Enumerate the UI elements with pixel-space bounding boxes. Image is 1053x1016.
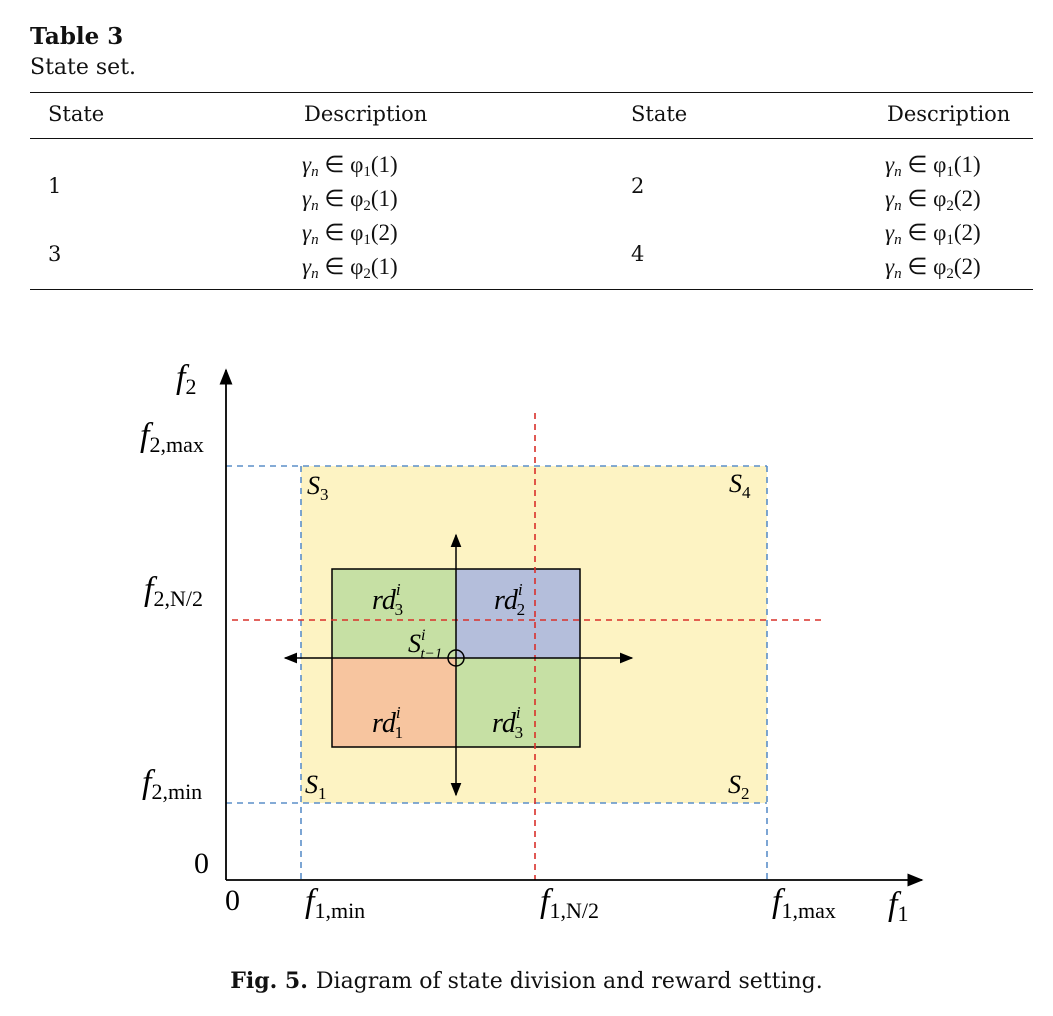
row1-description-b: γn ∈ φ1(1) γn ∈ φ2(2)	[885, 148, 981, 216]
row2-desc-b-line1: γn ∈ φ1(2)	[885, 220, 981, 248]
row1-description-a: γn ∈ φ1(1) γn ∈ φ2(1)	[302, 148, 398, 216]
region-label-s1: S1	[305, 770, 327, 803]
row1-state-b: 2	[631, 174, 645, 198]
x-tick-f1-half: f1,N/2	[540, 883, 599, 923]
reward-cell-bottom-right	[456, 658, 580, 747]
reward-cell-bottom-left	[332, 658, 456, 747]
y-tick-f2-min: f2,min	[142, 764, 202, 804]
reward-label-bottom-left: rdi 1	[372, 703, 403, 742]
table-caption: Table 3 State set.	[30, 22, 136, 83]
x-tick-f1-max: f1,max	[772, 883, 836, 923]
table-top-rule	[30, 92, 1033, 93]
table-label: Table 3	[30, 23, 124, 50]
y-tick-f2-half: f2,N/2	[144, 571, 203, 611]
region-label-s2: S2	[728, 770, 750, 803]
header-state-2: State	[631, 102, 688, 126]
current-state-label: Si t−1	[408, 627, 442, 662]
table-bottom-rule	[30, 289, 1033, 290]
row2-description-b: γn ∈ φ1(2) γn ∈ φ2(2)	[885, 216, 981, 284]
table-title: State set.	[30, 55, 137, 80]
row1-desc-a-line1: γn ∈ φ1(1)	[302, 152, 398, 180]
row1-desc-b-line2: γn ∈ φ2(2)	[885, 186, 981, 214]
x-axis-label: f1	[888, 886, 908, 926]
figure-label: Fig. 5.	[230, 968, 308, 994]
x-tick-f1-min: f1,min	[305, 883, 365, 923]
row2-desc-a-line1: γn ∈ φ1(2)	[302, 220, 398, 248]
row1-desc-a-line2: γn ∈ φ2(1)	[302, 186, 398, 214]
row2-desc-a-line2: γn ∈ φ2(1)	[302, 254, 398, 282]
header-state-1: State	[48, 102, 105, 126]
region-label-s4: S4	[729, 469, 751, 502]
row2-state-b: 4	[631, 242, 645, 266]
row2-state-a: 3	[48, 242, 62, 266]
table-header-rule	[30, 138, 1033, 139]
reward-label-bottom-right: rdi 3	[492, 703, 523, 742]
y-origin-label: 0	[194, 847, 209, 880]
row2-desc-b-line2: γn ∈ φ2(2)	[885, 254, 981, 282]
row1-state-a: 1	[48, 174, 62, 198]
y-axis-label: f2	[176, 359, 196, 399]
state-division-diagram: f2 f1 0 0 f2,max f2,N/2 f2,min f1,min f1…	[140, 359, 924, 926]
row1-desc-b-line1: γn ∈ φ1(1)	[885, 152, 981, 180]
header-description-2: Description	[887, 102, 1011, 126]
reward-label-top-left: rdi 3	[372, 580, 403, 619]
reward-cell-top-right	[456, 569, 580, 658]
x-origin-label: 0	[225, 884, 240, 917]
current-state-marker	[447, 649, 465, 667]
figure-caption: Fig. 5. Diagram of state division and rew…	[0, 968, 1053, 994]
y-tick-f2-max: f2,max	[140, 417, 204, 457]
figure-caption-text: Diagram of state division and reward set…	[315, 969, 823, 994]
row2-description-a: γn ∈ φ1(2) γn ∈ φ2(1)	[302, 216, 398, 284]
region-label-s3: S3	[307, 471, 329, 504]
reward-label-top-right: rdi 2	[494, 580, 525, 619]
reward-cell-top-left	[332, 569, 456, 658]
header-description-1: Description	[304, 102, 428, 126]
